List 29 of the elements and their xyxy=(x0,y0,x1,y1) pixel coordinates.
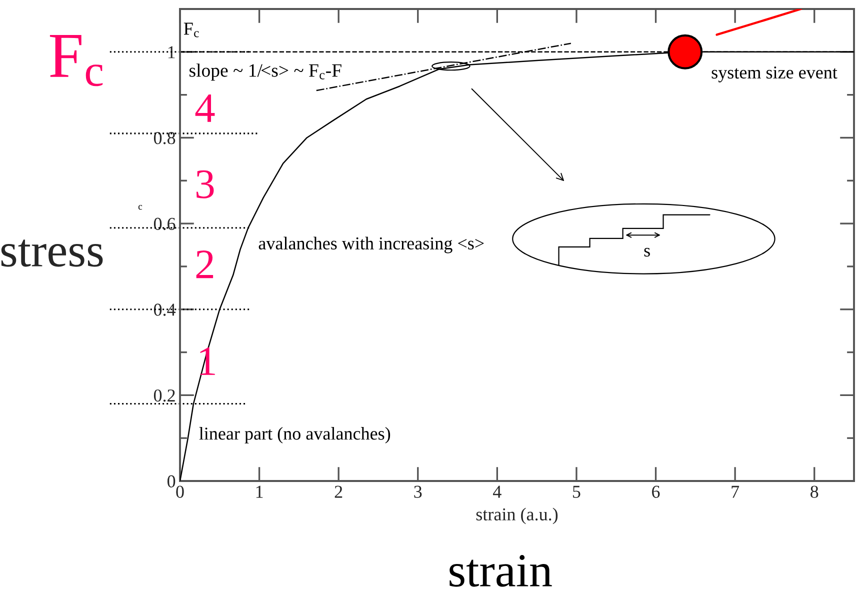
annotation: system size event xyxy=(712,66,838,82)
annotation: slope ~ 1/<s> ~ F$_{c}$-F xyxy=(190,64,342,81)
annotation: 3 xyxy=(196,170,214,198)
text: F$_{c}$ xyxy=(50,35,103,86)
y-tick-label: 0 xyxy=(167,475,176,488)
x-tick-label: 8 xyxy=(810,486,818,498)
x-tick-label: 1 xyxy=(256,486,263,498)
x-axis-title: strain (a.u.) xyxy=(476,508,558,524)
y-tick-label: 0.4 xyxy=(154,304,176,316)
x-tick-label: 4 xyxy=(493,486,502,498)
annotation: linear part (no avalanches) xyxy=(199,427,390,444)
ref-line-label: F$_{c}$ xyxy=(184,22,199,38)
annotation: 4 xyxy=(195,94,215,122)
x-tick-label: 7 xyxy=(732,486,740,498)
x-tick-label: 5 xyxy=(573,486,580,498)
y-tick-label: 1 xyxy=(168,46,175,58)
y-tick-label: 0.6 xyxy=(154,218,176,230)
annotation: s xyxy=(644,248,650,257)
x-tick-label: 2 xyxy=(334,486,342,498)
y-tick-label: 0.2 xyxy=(154,389,175,402)
x-tick-label: 0 xyxy=(176,486,184,498)
annotation: avalanches with increasing <s> xyxy=(258,236,484,254)
x-tick-label: 3 xyxy=(414,486,422,498)
y-axis-title: stress xyxy=(1,240,103,267)
text: strain xyxy=(450,555,552,587)
text: c xyxy=(138,204,142,210)
x-tick-label: 6 xyxy=(652,486,660,498)
annotation: 2 xyxy=(196,250,214,278)
y-tick-label: 0.8 xyxy=(154,132,176,144)
